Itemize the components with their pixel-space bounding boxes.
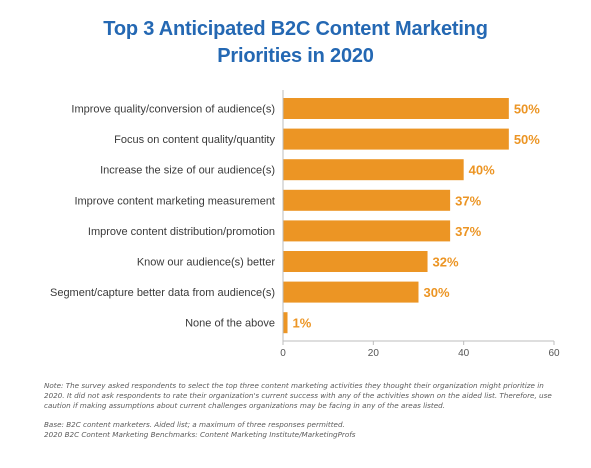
category-label: Improve quality/conversion of audience(s… [71, 104, 275, 116]
bar [283, 251, 428, 272]
category-label: Improve content marketing measurement [74, 195, 275, 207]
bar [283, 220, 451, 242]
x-tick-label: 0 [280, 348, 286, 359]
value-labels-group: 50% 50% 40% 37% 37% 32% 30% 1% [293, 102, 541, 331]
category-label: None of the above [185, 318, 275, 330]
bar [283, 98, 509, 119]
bar [283, 281, 419, 303]
category-label: Segment/capture better data from audienc… [50, 287, 275, 299]
footnotes: Note: The survey asked respondents to se… [44, 381, 554, 440]
base-note: Base: B2C content marketers. Aided list;… [44, 420, 345, 429]
value-label: 1% [293, 316, 312, 331]
bar [283, 312, 288, 334]
value-label: 32% [433, 255, 459, 270]
value-label: 50% [514, 132, 540, 147]
bars-group [283, 98, 509, 334]
value-label: 40% [469, 163, 495, 178]
bar [283, 159, 464, 181]
chart-title-line-1: Top 3 Anticipated B2C Content Marketing [103, 18, 488, 40]
value-label: 50% [514, 102, 540, 117]
category-label: Focus on content quality/quantity [114, 134, 275, 146]
category-label: Improve content distribution/promotion [88, 226, 275, 238]
value-label: 37% [455, 193, 481, 208]
survey-note: Note: The survey asked respondents to se… [44, 381, 552, 410]
source-note: 2020 B2C Content Marketing Benchmarks: C… [44, 430, 356, 439]
bar-chart: Improve quality/conversion of audience(s… [50, 90, 560, 359]
category-labels-group: Improve quality/conversion of audience(s… [50, 104, 276, 330]
x-tick-label: 60 [548, 348, 560, 359]
category-label: Increase the size of our audience(s) [100, 165, 275, 177]
bar [283, 128, 509, 150]
value-label: 30% [424, 285, 450, 300]
chart-title-line-2: Priorities in 2020 [217, 45, 374, 67]
x-tick-label: 20 [368, 348, 380, 359]
chart-title: Top 3 Anticipated B2C Content Marketing … [0, 16, 591, 70]
value-label: 37% [455, 224, 481, 239]
x-tick-label: 40 [458, 348, 470, 359]
x-ticks-group: 0 20 40 60 [280, 341, 560, 359]
category-label: Know our audience(s) better [137, 257, 276, 269]
bar [283, 189, 451, 211]
